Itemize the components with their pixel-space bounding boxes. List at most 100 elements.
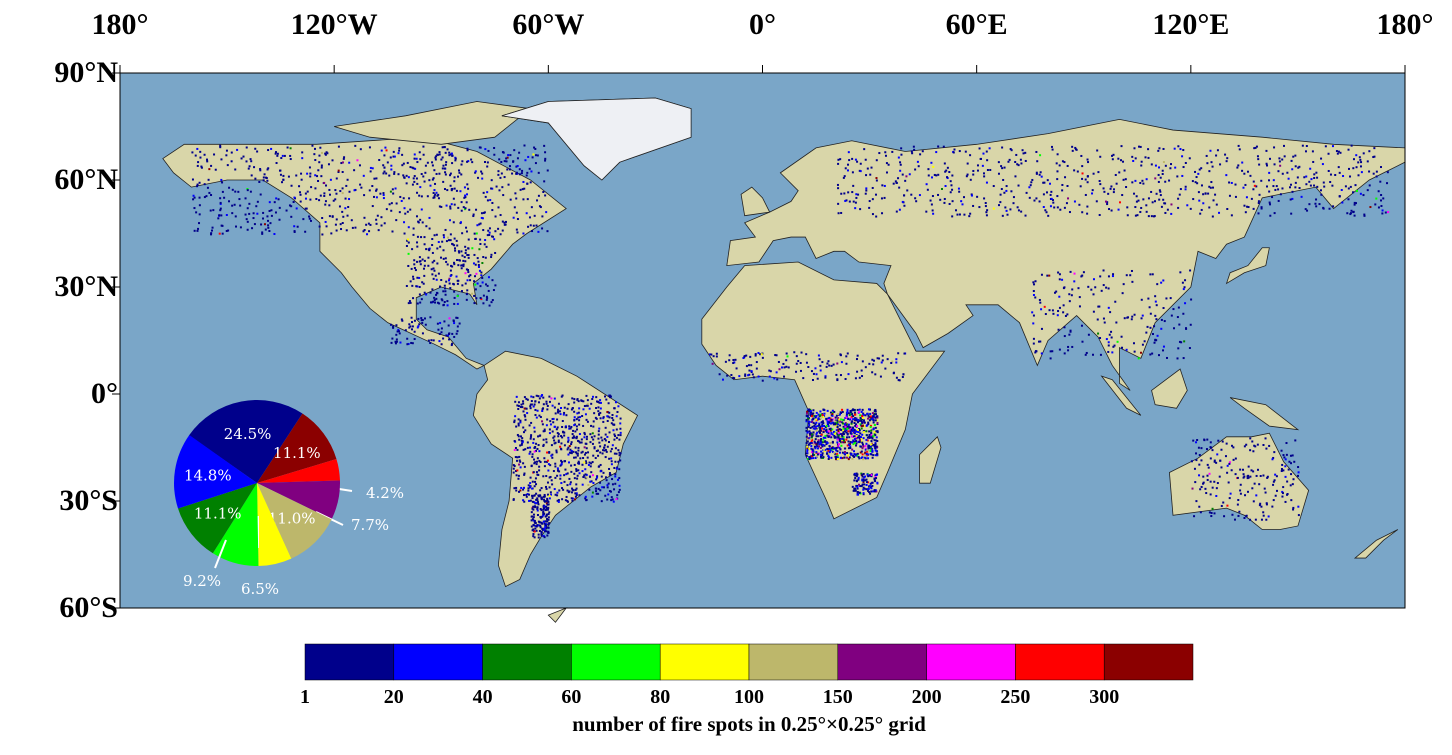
fire-spot bbox=[454, 159, 457, 162]
fire-spot bbox=[861, 483, 864, 486]
fire-spot bbox=[487, 276, 490, 279]
fire-spot bbox=[467, 160, 470, 163]
fire-spot bbox=[823, 412, 826, 415]
fire-spot bbox=[807, 443, 810, 446]
fire-spot bbox=[532, 505, 535, 508]
fire-spot bbox=[451, 162, 454, 165]
fire-spot bbox=[599, 470, 602, 473]
fire-spot bbox=[578, 472, 581, 475]
fire-spot bbox=[578, 440, 581, 443]
fire-spot bbox=[546, 459, 549, 462]
fire-spot bbox=[423, 274, 426, 277]
fire-spot bbox=[420, 173, 423, 176]
fire-spot bbox=[228, 200, 231, 203]
fire-spot bbox=[432, 177, 435, 180]
fire-spot bbox=[560, 435, 563, 438]
fire-spot bbox=[606, 484, 609, 487]
fire-spot bbox=[1112, 188, 1115, 191]
fire-spot bbox=[320, 166, 323, 169]
fire-spot bbox=[570, 425, 573, 428]
fire-spot bbox=[1244, 183, 1247, 186]
fire-spot bbox=[822, 443, 825, 446]
fire-spot bbox=[900, 147, 903, 150]
fire-spot bbox=[1138, 145, 1141, 148]
fire-spot bbox=[865, 488, 868, 491]
fire-spot bbox=[207, 178, 210, 181]
fire-spot bbox=[512, 471, 515, 474]
fire-spot bbox=[439, 321, 442, 324]
fire-spot bbox=[218, 214, 221, 217]
fire-spot bbox=[1151, 352, 1154, 355]
fire-spot bbox=[872, 416, 875, 419]
fire-spot bbox=[579, 457, 582, 460]
fire-spot bbox=[453, 187, 456, 190]
fire-spot bbox=[448, 332, 451, 335]
fire-spot bbox=[1129, 274, 1132, 277]
fire-spot bbox=[393, 172, 396, 175]
fire-spot bbox=[211, 229, 214, 232]
fire-spot bbox=[1096, 149, 1099, 152]
landmass-madagascar bbox=[919, 436, 942, 484]
fire-spot bbox=[514, 415, 517, 418]
fire-spot bbox=[1170, 163, 1173, 166]
pie-label: 24.5% bbox=[224, 425, 272, 443]
fire-spot bbox=[452, 221, 455, 224]
landmass-antarctic-hint bbox=[547, 607, 568, 623]
fire-spot bbox=[867, 445, 870, 448]
fire-spot bbox=[823, 444, 826, 447]
fire-spot bbox=[853, 431, 856, 434]
fire-spot bbox=[488, 231, 491, 234]
fire-spot bbox=[401, 164, 404, 167]
fire-spot bbox=[812, 418, 815, 421]
fire-spot bbox=[551, 483, 554, 486]
fire-spot bbox=[535, 471, 538, 474]
fire-spot bbox=[531, 455, 534, 458]
fire-spot bbox=[468, 208, 471, 211]
fire-spot bbox=[826, 409, 829, 412]
fire-spot bbox=[512, 160, 515, 163]
fire-spot bbox=[843, 451, 846, 454]
fire-spot bbox=[840, 211, 843, 214]
fire-spot bbox=[398, 211, 401, 214]
fire-spot bbox=[825, 365, 828, 368]
fire-spot bbox=[505, 157, 508, 160]
fire-spot bbox=[413, 175, 416, 178]
fire-spot bbox=[394, 187, 397, 190]
fire-spot bbox=[871, 213, 874, 216]
fire-spot bbox=[812, 409, 815, 412]
fire-spot bbox=[544, 524, 547, 527]
fire-spot bbox=[530, 511, 533, 514]
fire-spot bbox=[453, 335, 456, 338]
fire-spot bbox=[542, 190, 545, 193]
fire-spot bbox=[486, 297, 489, 300]
fire-spot bbox=[613, 452, 616, 455]
fire-spot bbox=[1282, 454, 1285, 457]
fire-spot bbox=[1149, 312, 1152, 315]
fire-spot bbox=[969, 178, 972, 181]
fire-spot bbox=[775, 371, 778, 374]
fire-spot bbox=[832, 363, 835, 366]
fire-spot bbox=[1074, 146, 1077, 149]
fire-spot bbox=[1063, 161, 1066, 164]
fire-spot bbox=[935, 151, 938, 154]
fire-spot bbox=[829, 417, 832, 420]
fire-spot bbox=[821, 454, 824, 457]
fire-spot bbox=[517, 424, 520, 427]
fire-spot bbox=[524, 448, 527, 451]
fire-spot bbox=[557, 408, 560, 411]
fire-spot bbox=[1272, 483, 1275, 486]
colorbar-swatch bbox=[1103, 643, 1194, 681]
fire-spot bbox=[845, 362, 848, 365]
fire-spot bbox=[1243, 445, 1246, 448]
fire-spot bbox=[815, 451, 818, 454]
fire-spot bbox=[1154, 177, 1157, 180]
fire-spot bbox=[1123, 169, 1126, 172]
fire-spot bbox=[514, 456, 517, 459]
fire-spot bbox=[515, 474, 518, 477]
fire-spot bbox=[1266, 164, 1269, 167]
fire-spot bbox=[869, 412, 872, 415]
fire-spot bbox=[1035, 171, 1038, 174]
fire-spot bbox=[814, 438, 817, 441]
fire-spot bbox=[1005, 185, 1008, 188]
fire-spot bbox=[485, 298, 488, 301]
